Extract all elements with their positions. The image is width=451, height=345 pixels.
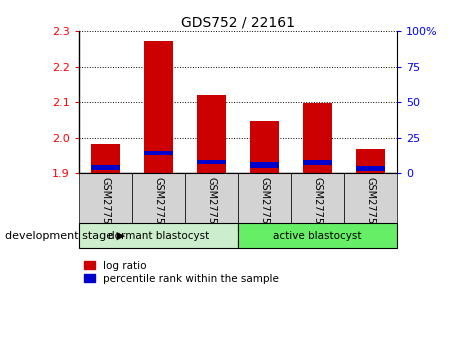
Bar [91,144,120,173]
Bar [132,173,185,223]
Text: development stage ▶: development stage ▶ [5,230,124,240]
Bar [356,149,385,173]
Bar [344,173,397,223]
Text: GSM27757: GSM27757 [313,177,322,230]
Bar [250,120,279,173]
Bar [238,173,291,223]
Bar [185,173,238,223]
Bar [91,165,120,170]
Text: GSM27755: GSM27755 [207,177,216,230]
Bar [144,41,173,173]
Bar [303,103,332,173]
Bar [197,95,226,173]
Bar [250,162,279,168]
Bar [79,223,238,248]
Text: dormant blastocyst: dormant blastocyst [108,230,209,240]
Legend: log ratio, percentile rank within the sample: log ratio, percentile rank within the sa… [84,260,279,284]
Text: GSM27754: GSM27754 [153,177,163,230]
Text: active blastocyst: active blastocyst [273,230,362,240]
Bar [197,160,226,164]
Bar [356,166,385,171]
Text: GSM27756: GSM27756 [259,177,269,230]
Bar [144,151,173,155]
Bar [238,223,397,248]
Text: GSM27758: GSM27758 [365,177,375,230]
Bar [303,160,332,165]
Title: GDS752 / 22161: GDS752 / 22161 [181,16,295,30]
Text: GSM27753: GSM27753 [101,177,110,230]
Bar [291,173,344,223]
Bar [79,173,132,223]
